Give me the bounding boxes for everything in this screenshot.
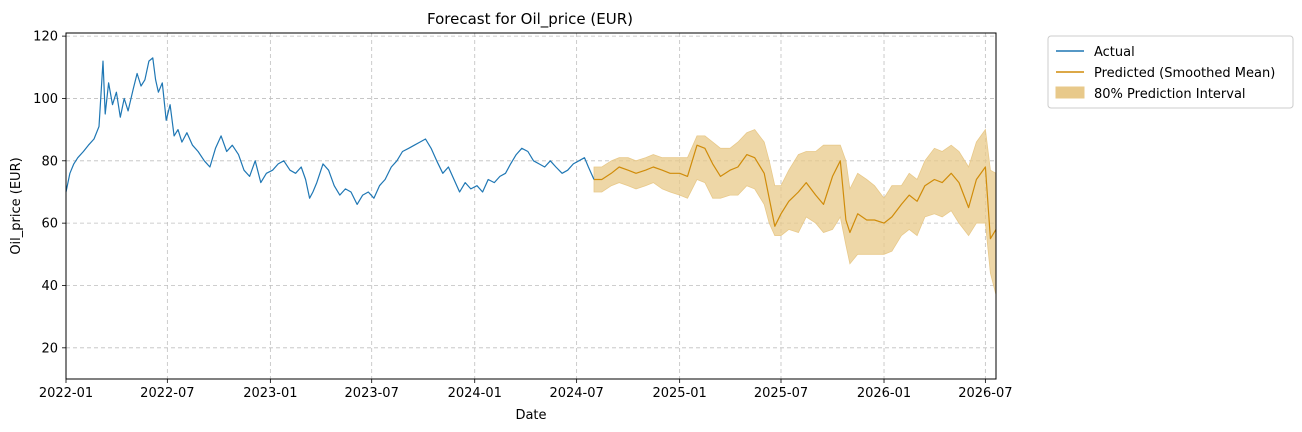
grid-lines [65, 33, 996, 379]
x-tick-label: 2026-01 [857, 386, 911, 401]
legend: Actual Predicted (Smoothed Mean) 80% Pre… [1047, 35, 1294, 109]
actual-series-line [65, 57, 595, 205]
y-tick-label: 100 [33, 92, 58, 107]
legend-predicted-label: Predicted (Smoothed Mean) [1094, 66, 1275, 81]
y-tick-label: 20 [41, 341, 58, 356]
y-tick-label: 80 [41, 154, 58, 169]
x-tick-label: 2023-07 [345, 386, 399, 401]
x-tick-label: 2024-01 [448, 386, 502, 401]
y-axis-ticks: 20 40 60 80 100 120 [33, 30, 66, 356]
x-axis-ticks: 2022-01 2022-07 2023-01 2023-07 2024-01 2024-… [39, 379, 1013, 401]
interval-area [593, 128, 997, 295]
chart-title: Forecast for Oil_price (EUR) [427, 10, 633, 29]
predicted-series-line [594, 144, 997, 240]
prediction-interval-band [593, 128, 997, 295]
x-tick-label: 2025-07 [754, 386, 808, 401]
x-tick-label: 2023-01 [243, 386, 297, 401]
legend-frame [1047, 35, 1294, 109]
x-axis-label: Date [515, 408, 546, 423]
x-tick-label: 2025-01 [652, 386, 706, 401]
plot-frame [65, 32, 997, 380]
legend-actual-label: Actual [1094, 45, 1135, 60]
x-tick-label: 2026-07 [958, 386, 1012, 401]
x-tick-label: 2024-07 [549, 386, 603, 401]
x-tick-label: 2022-01 [39, 386, 93, 401]
y-axis-label: Oil_price (EUR) [9, 157, 24, 254]
y-tick-label: 60 [41, 217, 58, 232]
x-tick-label: 2022-07 [140, 386, 194, 401]
series-lines [65, 57, 997, 240]
y-tick-label: 40 [41, 279, 58, 294]
y-tick-label: 120 [33, 30, 58, 45]
legend-interval-label: 80% Prediction Interval [1094, 87, 1246, 102]
legend-interval-swatch [1055, 86, 1085, 99]
